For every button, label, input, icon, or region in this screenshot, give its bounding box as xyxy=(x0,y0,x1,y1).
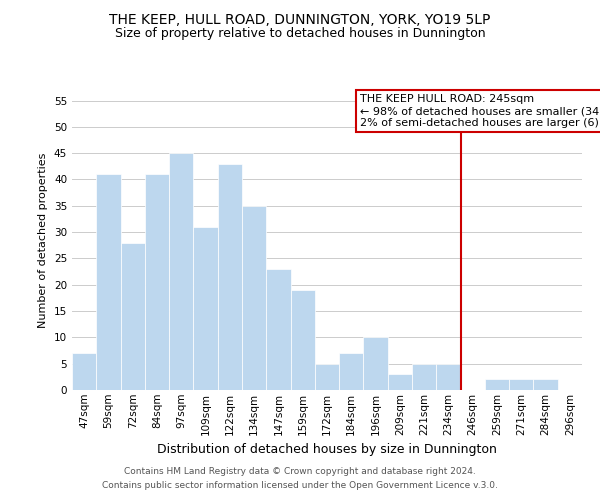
Bar xyxy=(242,206,266,390)
Bar xyxy=(266,269,290,390)
Text: THE KEEP, HULL ROAD, DUNNINGTON, YORK, YO19 5LP: THE KEEP, HULL ROAD, DUNNINGTON, YORK, Y… xyxy=(109,12,491,26)
Bar xyxy=(509,380,533,390)
Bar xyxy=(436,364,461,390)
Y-axis label: Number of detached properties: Number of detached properties xyxy=(38,152,49,328)
Bar xyxy=(364,338,388,390)
Bar xyxy=(339,353,364,390)
Text: Contains HM Land Registry data © Crown copyright and database right 2024.: Contains HM Land Registry data © Crown c… xyxy=(124,467,476,476)
Bar xyxy=(169,153,193,390)
Text: THE KEEP HULL ROAD: 245sqm
← 98% of detached houses are smaller (347)
2% of semi: THE KEEP HULL ROAD: 245sqm ← 98% of deta… xyxy=(360,94,600,128)
Bar xyxy=(72,353,96,390)
Bar xyxy=(533,380,558,390)
Bar xyxy=(193,227,218,390)
X-axis label: Distribution of detached houses by size in Dunnington: Distribution of detached houses by size … xyxy=(157,443,497,456)
Bar xyxy=(145,174,169,390)
Bar xyxy=(412,364,436,390)
Bar xyxy=(315,364,339,390)
Bar xyxy=(218,164,242,390)
Bar xyxy=(290,290,315,390)
Bar xyxy=(96,174,121,390)
Bar xyxy=(388,374,412,390)
Bar xyxy=(485,380,509,390)
Text: Size of property relative to detached houses in Dunnington: Size of property relative to detached ho… xyxy=(115,28,485,40)
Bar xyxy=(121,242,145,390)
Text: Contains public sector information licensed under the Open Government Licence v.: Contains public sector information licen… xyxy=(102,481,498,490)
